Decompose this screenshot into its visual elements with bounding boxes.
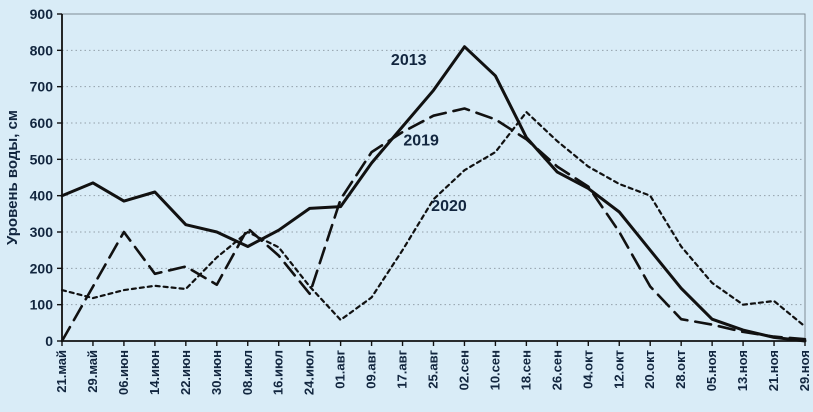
x-tick-label: 21.ноя: [766, 350, 781, 391]
x-tick-label: 28.окт: [673, 350, 688, 389]
y-tick-label: 100: [30, 297, 54, 313]
x-tick-label: 16.июл: [271, 350, 286, 395]
x-tick-label: 02.сен: [456, 350, 471, 390]
y-tick-label: 400: [30, 188, 54, 204]
y-tick-label: 200: [30, 260, 54, 276]
x-tick-label: 01.авг: [333, 349, 348, 388]
x-tick-label: 09.авг: [364, 349, 379, 388]
x-tick-label: 29.ноя: [797, 350, 812, 391]
x-tick-label: 26.сен: [549, 350, 564, 390]
x-tick-label: 06.июн: [116, 350, 131, 395]
x-tick-label: 29.май: [85, 350, 100, 393]
y-tick-label: 600: [30, 115, 54, 131]
y-tick-label: 700: [30, 79, 54, 95]
x-tick-label: 20.окт: [642, 350, 657, 389]
y-tick-label: 500: [30, 151, 54, 167]
y-tick-label: 900: [30, 6, 54, 22]
y-tick-label: 300: [30, 224, 54, 240]
y-tick-label: 800: [30, 42, 54, 58]
x-tick-label: 30.июн: [209, 350, 224, 395]
x-tick-label: 05.ноя: [704, 350, 719, 391]
x-tick-label: 17.авг: [395, 349, 410, 388]
series-label-2020: 2020: [431, 198, 467, 215]
x-tick-label: 10.сен: [487, 350, 502, 390]
x-tick-label: 12.окт: [611, 350, 626, 389]
x-tick-label: 18.сен: [518, 350, 533, 390]
x-tick-label: 14.июн: [147, 350, 162, 395]
x-tick-label: 04.окт: [580, 350, 595, 389]
x-tick-label: 13.ноя: [735, 350, 750, 391]
series-line-2019: [60, 107, 807, 343]
y-tick-label: 0: [45, 333, 53, 349]
y-axis-title: Уровень воды, см: [4, 110, 21, 245]
series-label-2013: 2013: [391, 52, 427, 69]
series-line-2020: [60, 110, 807, 328]
series-label-2019: 2019: [403, 133, 439, 150]
x-tick-label: 21.май: [54, 350, 69, 393]
x-tick-label: 24.июл: [302, 350, 317, 395]
series-line-2013: [60, 45, 807, 343]
x-tick-label: 25.авг: [426, 349, 441, 388]
x-tick-label: 08.июл: [240, 350, 255, 395]
x-tick-label: 22.июн: [178, 350, 193, 395]
